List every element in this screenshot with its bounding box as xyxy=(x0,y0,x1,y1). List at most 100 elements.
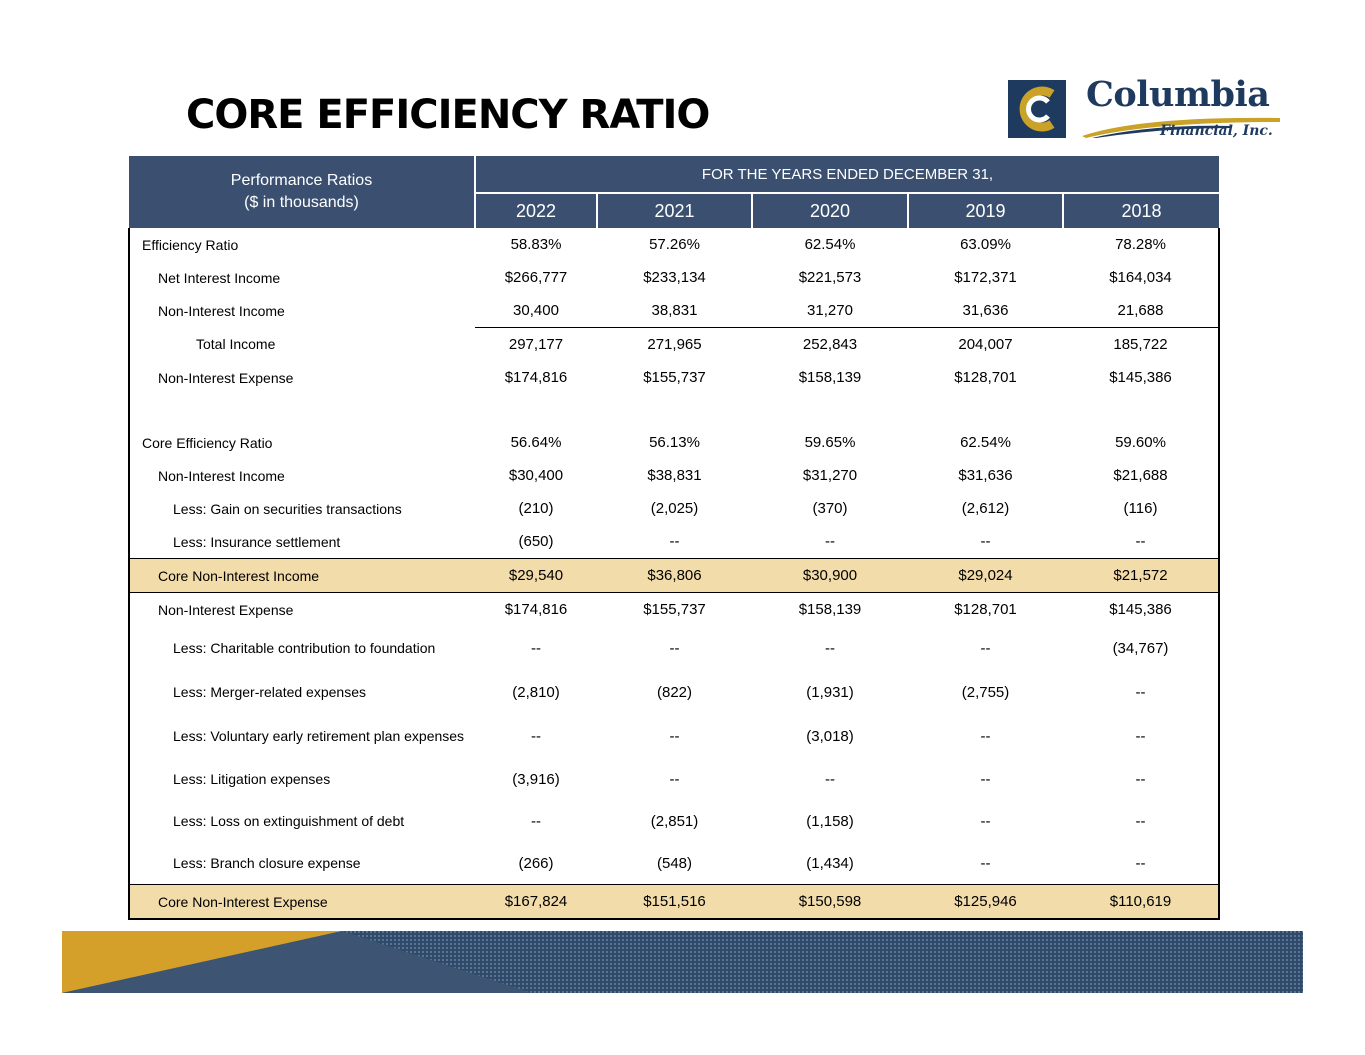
row-label: Less: Insurance settlement xyxy=(173,533,341,550)
highlight-row: Core Non-Interest Expense $167,824 $151,… xyxy=(129,884,1219,920)
table-cell: -- xyxy=(825,770,835,788)
table-cell: $151,516 xyxy=(597,884,752,920)
table-cell: (3,916) xyxy=(512,770,560,788)
table-cell: $150,598 xyxy=(752,884,908,920)
row-label: Less: Merger-related expenses xyxy=(173,684,366,700)
table-cell: -- xyxy=(531,727,541,745)
table-row: Total Income 297,177 271,965 252,843 204… xyxy=(129,328,1219,362)
table-row: Non-Interest Expense $174,816 $155,737 $… xyxy=(129,593,1219,627)
table-row: Less: Gain on securities transactions (2… xyxy=(129,492,1219,525)
table-cell: 30,400 xyxy=(475,294,597,328)
row-label: Core Non-Interest Expense xyxy=(129,884,475,920)
table-cell: $172,371 xyxy=(954,269,1017,286)
row-label: Less: Gain on securities transactions xyxy=(173,500,402,517)
table-row: Less: Charitable contribution to foundat… xyxy=(129,626,1219,670)
table-cell: $128,701 xyxy=(954,601,1017,618)
table-cell: $233,134 xyxy=(643,269,706,286)
table-cell: 58.83% xyxy=(510,236,562,253)
table-row: Efficiency Ratio 58.83% 57.26% 62.54% 63… xyxy=(129,228,1219,261)
table-cell: 185,722 xyxy=(1113,336,1168,353)
row-label: Net Interest Income xyxy=(158,269,281,286)
table-cell: 252,843 xyxy=(802,336,858,353)
row-label: Less: Loss on extinguishment of debt xyxy=(173,813,405,829)
row-label: Non-Interest Income xyxy=(158,467,285,484)
table-cell: $174,816 xyxy=(504,601,568,618)
table-cell: $167,824 xyxy=(475,884,597,920)
table-cell: (1,158) xyxy=(806,812,854,830)
table-cell: 297,177 xyxy=(508,336,564,353)
table-cell: (548) xyxy=(656,854,693,872)
table-cell: -- xyxy=(1135,812,1146,830)
row-label: Total Income xyxy=(196,336,276,353)
table-cell: $110,619 xyxy=(1063,884,1219,920)
table-cell: -- xyxy=(1135,683,1146,701)
highlight-row: Core Non-Interest Income $29,540 $36,806… xyxy=(129,558,1219,593)
table-cell: (3,018) xyxy=(806,727,854,745)
table-cell: $36,806 xyxy=(597,558,752,593)
table-cell: (116) xyxy=(1123,500,1158,517)
table-cell: 78.28% xyxy=(1115,236,1166,253)
table-row: Net Interest Income $266,777 $233,134 $2… xyxy=(129,261,1219,294)
label-header-line1: Performance Ratios xyxy=(230,172,373,189)
table-cell: $155,737 xyxy=(643,369,706,386)
table-cell: -- xyxy=(980,812,991,830)
footer-banner xyxy=(62,931,1303,993)
logo-subtitle: Financial, Inc. xyxy=(1160,123,1273,139)
table-cell: $38,831 xyxy=(647,467,702,484)
table-cell: 31,270 xyxy=(752,294,908,328)
table-row: Less: Voluntary early retirement plan ex… xyxy=(129,714,1219,758)
table-cell: $221,573 xyxy=(798,269,862,286)
table-cell: -- xyxy=(980,727,991,745)
label-column-header: Performance Ratios ($ in thousands) xyxy=(129,156,476,228)
table-cell: $31,636 xyxy=(958,467,1013,484)
table-row: Non-Interest Income $30,400 $38,831 $31,… xyxy=(129,459,1219,492)
table-cell: $128,701 xyxy=(954,369,1017,386)
row-label: Core Non-Interest Income xyxy=(129,558,475,593)
table-cell: (1,931) xyxy=(806,683,854,701)
table-cell: -- xyxy=(825,533,835,550)
table-cell: -- xyxy=(669,770,680,788)
table-cell: (822) xyxy=(656,683,693,701)
table-cell: (650) xyxy=(518,533,554,550)
table-cell: -- xyxy=(980,854,991,872)
table-cell: (370) xyxy=(812,500,848,517)
table-cell: (2,755) xyxy=(961,683,1010,701)
table-cell: 63.09% xyxy=(960,236,1011,253)
table-cell: -- xyxy=(669,533,680,550)
table-cell: -- xyxy=(669,727,680,745)
table-cell: 271,965 xyxy=(647,336,702,353)
table-cell: $30,900 xyxy=(752,558,908,593)
spacer-cell xyxy=(129,394,1219,426)
core-efficiency-table: Performance Ratios ($ in thousands) FOR … xyxy=(128,156,1220,920)
label-header-line2: ($ in thousands) xyxy=(244,194,359,211)
table-cell: (2,810) xyxy=(512,683,560,701)
table-cell: $125,946 xyxy=(908,884,1063,920)
table-cell: $29,540 xyxy=(475,558,597,593)
table-row: Less: Branch closure expense (266) (548)… xyxy=(129,842,1219,885)
table-cell: $145,386 xyxy=(1109,369,1172,386)
table-cell: 56.64% xyxy=(510,434,562,451)
years-group-header: FOR THE YEARS ENDED DECEMBER 31, xyxy=(475,156,1219,194)
table-row: Core Efficiency Ratio 56.64% 56.13% 59.6… xyxy=(129,426,1219,459)
row-label: Non-Interest Expense xyxy=(158,369,294,386)
page-title: CORE EFFICIENCY RATIO xyxy=(186,92,710,138)
table-cell: (34,767) xyxy=(1112,639,1169,657)
row-label: Less: Charitable contribution to foundat… xyxy=(173,640,436,656)
table-cell: $145,386 xyxy=(1109,601,1172,618)
row-label: Non-Interest Income xyxy=(158,302,285,319)
table-cell: $266,777 xyxy=(504,269,568,286)
table-cell: -- xyxy=(1135,854,1146,872)
table-cell: 59.65% xyxy=(804,434,856,451)
table-cell: -- xyxy=(669,639,680,657)
table-cell: -- xyxy=(531,639,541,657)
table-cell: $31,270 xyxy=(802,467,858,484)
table-cell: 204,007 xyxy=(958,336,1013,353)
logo-name: Columbia xyxy=(1086,74,1270,115)
table-cell: -- xyxy=(980,639,991,657)
table-row: Less: Merger-related expenses (2,810) (8… xyxy=(129,670,1219,714)
company-logo: Columbia Financial, Inc. xyxy=(1008,74,1280,142)
row-label: Non-Interest Expense xyxy=(158,601,294,618)
table-row: Less: Loss on extinguishment of debt -- … xyxy=(129,800,1219,842)
table-cell: $21,572 xyxy=(1063,558,1219,593)
year-header: 2021 xyxy=(596,193,752,228)
